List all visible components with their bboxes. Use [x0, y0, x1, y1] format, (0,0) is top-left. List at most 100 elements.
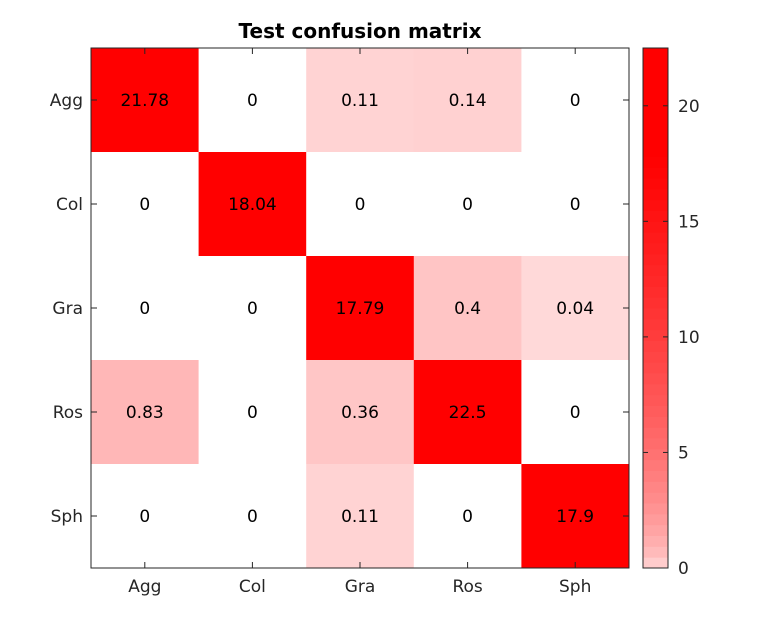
cell-value-label: 17.9: [556, 507, 594, 527]
colorbar-segment: [643, 243, 668, 255]
colorbar-tick-label: 5: [678, 443, 689, 463]
colorbar-segment: [643, 394, 668, 406]
colorbar-segment: [643, 221, 668, 233]
y-tick-label: Ros: [53, 403, 83, 423]
heatmap-cell: [91, 256, 200, 361]
colorbar-segment: [643, 58, 668, 71]
colorbar-segment: [643, 329, 668, 341]
colorbar-segment: [643, 351, 668, 363]
colorbar-segment: [643, 459, 668, 471]
colorbar-segment: [643, 297, 668, 309]
heatmap-cell: [521, 48, 630, 153]
colorbar-segment: [643, 535, 668, 547]
colorbar-segment: [643, 470, 668, 482]
y-tick-label: Gra: [52, 299, 83, 319]
colorbar-segment: [643, 69, 668, 81]
cell-value-label: 0.4: [454, 299, 481, 319]
cell-value-label: 0.14: [449, 91, 487, 111]
colorbar-segment: [643, 156, 668, 168]
x-tick-label: Sph: [559, 577, 591, 597]
cell-value-label: 0: [139, 195, 150, 215]
cell-value-label: 21.78: [120, 91, 169, 111]
colorbar-segment: [643, 253, 668, 266]
colorbar-segment: [643, 481, 668, 493]
heatmap-cell: [91, 360, 200, 465]
colorbar-segment: [643, 275, 668, 287]
colorbar-segment: [643, 492, 668, 504]
heatmap-cells: [91, 48, 630, 569]
colorbar-segment: [643, 318, 668, 331]
colorbar-segment: [643, 145, 668, 157]
heatmap-cell: [198, 360, 307, 465]
heatmap-cell: [521, 360, 630, 465]
cell-value-label: 0: [247, 507, 258, 527]
heatmap-cell: [306, 464, 415, 569]
colorbar-segment: [643, 167, 668, 179]
colorbar-segment: [643, 199, 668, 211]
y-tick-label: Col: [56, 195, 83, 215]
cell-value-label: 0: [247, 403, 258, 423]
heatmap-cell: [198, 152, 307, 257]
colorbar-segment: [643, 416, 668, 428]
colorbar-segment: [643, 308, 668, 320]
heatmap-cell: [91, 464, 200, 569]
y-tick-label: Agg: [50, 91, 83, 111]
colorbar-segment: [643, 513, 668, 526]
colorbar-segment: [643, 557, 668, 569]
heatmap-cell: [413, 360, 522, 465]
cell-value-label: 0: [355, 195, 366, 215]
colorbar-segment: [643, 448, 668, 461]
colorbar-segment: [643, 134, 668, 146]
heatmap-cell: [306, 360, 415, 465]
cell-value-label: 22.5: [449, 403, 487, 423]
colorbar-segment: [643, 340, 668, 352]
cell-value-label: 0: [247, 299, 258, 319]
colorbar-segment: [643, 546, 668, 558]
x-tick-label: Col: [239, 577, 266, 597]
colorbar-segment: [643, 113, 668, 125]
heatmap-cell: [91, 152, 200, 257]
colorbar-segment: [643, 427, 668, 439]
heatmap-cell: [521, 464, 630, 569]
colorbar-segment: [643, 80, 668, 92]
colorbar-frame: [642, 47, 669, 569]
cell-value-label: 18.04: [228, 195, 277, 215]
x-tick-label: Agg: [128, 577, 161, 597]
colorbar-tick-label: 20: [678, 97, 700, 117]
heatmap-cell: [198, 464, 307, 569]
colorbar-segment: [643, 91, 668, 103]
heatmap-cell: [306, 256, 415, 361]
cell-value-label: 0.11: [341, 91, 379, 111]
axis-ticks: [91, 48, 629, 568]
cell-value-label: 0: [570, 195, 581, 215]
x-tick-label: Ros: [452, 577, 482, 597]
chart-title: Test confusion matrix: [239, 19, 482, 43]
heatmap-cell: [413, 48, 522, 153]
heatmap-cell: [413, 464, 522, 569]
heatmap-cell: [198, 48, 307, 153]
colorbar-segment: [643, 188, 668, 201]
colorbar-segment: [643, 524, 668, 536]
cell-value-label: 0.04: [556, 299, 594, 319]
cell-value-label: 0: [462, 195, 473, 215]
cell-value-label: 0: [139, 507, 150, 527]
heatmap-cell: [198, 256, 307, 361]
cell-value-label: 0.36: [341, 403, 379, 423]
cell-value-label: 0.11: [341, 507, 379, 527]
heatmap-cell: [521, 152, 630, 257]
colorbar-segment: [643, 48, 668, 60]
cell-labels: 21.78 0 0.11 0.14 0 0 18.04 0 0 0 0 0 17.79 0.4 0.04 0.…: [120, 91, 594, 527]
cell-value-label: 0.83: [126, 403, 164, 423]
colorbar-segment: [643, 405, 668, 417]
colorbar-segment: [643, 178, 668, 190]
y-tick-label: Sph: [51, 507, 83, 527]
colorbar-segment: [643, 286, 668, 298]
colorbar-segment: [643, 232, 668, 244]
colorbar-segment: [643, 503, 668, 515]
colorbar-tick-label: 0: [678, 559, 689, 579]
cell-value-label: 0: [247, 91, 258, 111]
colorbar-segment: [643, 383, 668, 396]
heatmap-cell: [521, 256, 630, 361]
heatmap-cell: [413, 152, 522, 257]
colorbar-segment: [643, 362, 668, 374]
